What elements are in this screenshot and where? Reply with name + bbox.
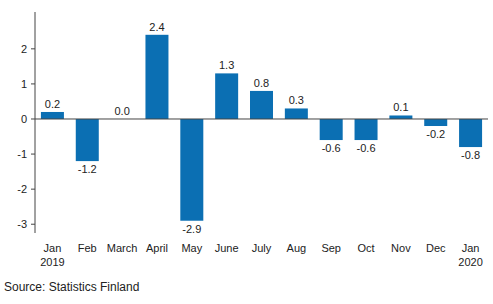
data-label: -0.6: [357, 142, 376, 154]
bar: [459, 119, 482, 147]
x-tick-label-line: Jan: [462, 242, 480, 254]
x-tick-label: March: [107, 242, 138, 254]
x-tick-label-line: Dec: [426, 242, 446, 254]
bar: [424, 119, 447, 126]
bar: [389, 115, 412, 119]
y-tick: [31, 224, 35, 225]
y-tick-label: 2: [21, 43, 27, 55]
x-tick-label-line: March: [107, 242, 138, 254]
bars: [41, 35, 482, 221]
x-tick-label: July: [252, 242, 272, 254]
data-label: -0.8: [461, 149, 480, 161]
x-tick-label-line: Aug: [287, 242, 307, 254]
bar: [320, 119, 343, 140]
x-tick-label-line: 2020: [458, 256, 482, 268]
data-label: -0.2: [426, 128, 445, 140]
y-tick-label: 1: [21, 78, 27, 90]
data-label: 0.8: [254, 77, 269, 89]
data-label: 0.3: [289, 94, 304, 106]
y-tick-label: 0: [21, 113, 27, 125]
y-axis: [35, 12, 36, 233]
x-tick-label-line: Feb: [78, 242, 97, 254]
bar: [250, 91, 273, 119]
x-tick-label: Sep: [321, 242, 341, 254]
data-label: -0.6: [322, 142, 341, 154]
y-tick: [31, 154, 35, 155]
x-tick-label-line: 2019: [40, 256, 64, 268]
x-tick-label: Aug: [287, 242, 307, 254]
x-tick-label: May: [181, 242, 202, 254]
x-tick-label: Nov: [391, 242, 411, 254]
y-tick-label: -3: [17, 218, 27, 230]
data-label: 0.1: [393, 101, 408, 113]
x-tick-label-line: Jan: [44, 242, 62, 254]
data-label: -1.2: [78, 163, 97, 175]
bar: [76, 119, 99, 161]
bar: [41, 112, 64, 119]
data-label: 0.0: [114, 105, 129, 117]
x-tick-label: Oct: [357, 242, 374, 254]
bar: [355, 119, 378, 140]
y-tick: [31, 189, 35, 190]
x-tick-label-line: Oct: [357, 242, 374, 254]
x-tick-label-line: July: [252, 242, 272, 254]
x-tick-label-line: June: [215, 242, 239, 254]
y-tick: [31, 83, 35, 84]
chart: -3 -2 -1 0 1 2 0.2 -1.2 0.0 2.4 -2.9 1.3 0.8 0.3 -0.6 -…: [0, 0, 493, 304]
bar: [215, 73, 238, 119]
x-tick-label: Jan 2020: [458, 242, 482, 268]
x-tick-label: Dec: [426, 242, 446, 254]
y-tick: [31, 118, 35, 119]
data-label: 1.3: [219, 59, 234, 71]
bar: [180, 119, 203, 221]
x-tick-label: Feb: [78, 242, 97, 254]
x-tick-label: June: [215, 242, 239, 254]
x-tick-label-line: April: [146, 242, 168, 254]
source: Source: Statistics Finland: [4, 280, 139, 294]
y-tick-label: -2: [17, 183, 27, 195]
x-tick-label-line: Nov: [391, 242, 411, 254]
bar: [285, 108, 308, 119]
data-label: 2.4: [149, 21, 164, 33]
x-tick-label-line: May: [181, 242, 202, 254]
y-tick-label: -1: [17, 148, 27, 160]
y-tick: [31, 48, 35, 49]
data-label: -2.9: [182, 223, 201, 235]
data-label: 0.2: [45, 98, 60, 110]
x-axis: [35, 118, 488, 119]
x-tick-label: Jan 2019: [40, 242, 64, 268]
x-tick-label: April: [146, 242, 168, 254]
bar: [145, 35, 168, 119]
x-tick-label-line: Sep: [321, 242, 341, 254]
